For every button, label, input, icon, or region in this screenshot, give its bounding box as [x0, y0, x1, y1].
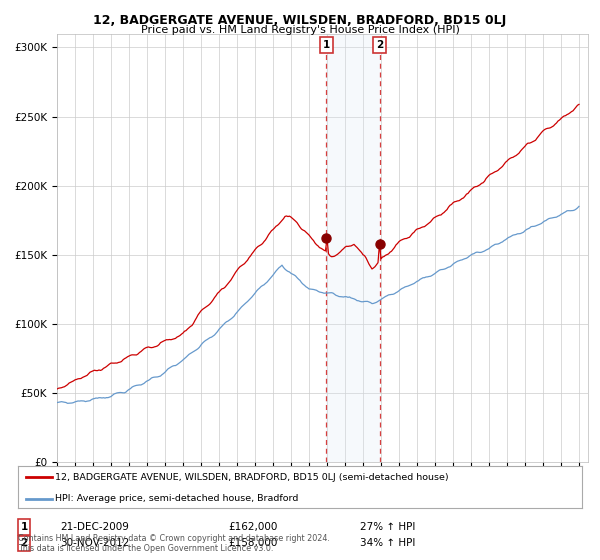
Text: 12, BADGERGATE AVENUE, WILSDEN, BRADFORD, BD15 0LJ: 12, BADGERGATE AVENUE, WILSDEN, BRADFORD…	[94, 14, 506, 27]
Text: 27% ↑ HPI: 27% ↑ HPI	[360, 522, 415, 532]
Text: 34% ↑ HPI: 34% ↑ HPI	[360, 538, 415, 548]
Text: £158,000: £158,000	[228, 538, 277, 548]
Text: 2: 2	[20, 538, 28, 548]
Text: Price paid vs. HM Land Registry's House Price Index (HPI): Price paid vs. HM Land Registry's House …	[140, 25, 460, 35]
Text: 12, BADGERGATE AVENUE, WILSDEN, BRADFORD, BD15 0LJ (semi-detached house): 12, BADGERGATE AVENUE, WILSDEN, BRADFORD…	[55, 473, 448, 482]
Text: 21-DEC-2009: 21-DEC-2009	[60, 522, 129, 532]
Text: HPI: Average price, semi-detached house, Bradford: HPI: Average price, semi-detached house,…	[55, 494, 298, 503]
Text: 30-NOV-2012: 30-NOV-2012	[60, 538, 130, 548]
Text: 2: 2	[376, 40, 383, 50]
Text: £162,000: £162,000	[228, 522, 277, 532]
Text: Contains HM Land Registry data © Crown copyright and database right 2024.
This d: Contains HM Land Registry data © Crown c…	[18, 534, 330, 553]
Text: 1: 1	[323, 40, 330, 50]
Text: 1: 1	[20, 522, 28, 532]
Bar	[326, 34, 380, 462]
